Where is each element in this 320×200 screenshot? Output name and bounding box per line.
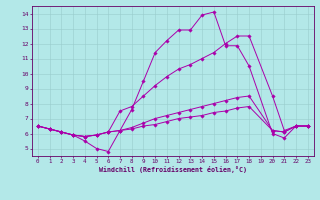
X-axis label: Windchill (Refroidissement éolien,°C): Windchill (Refroidissement éolien,°C): [99, 166, 247, 173]
